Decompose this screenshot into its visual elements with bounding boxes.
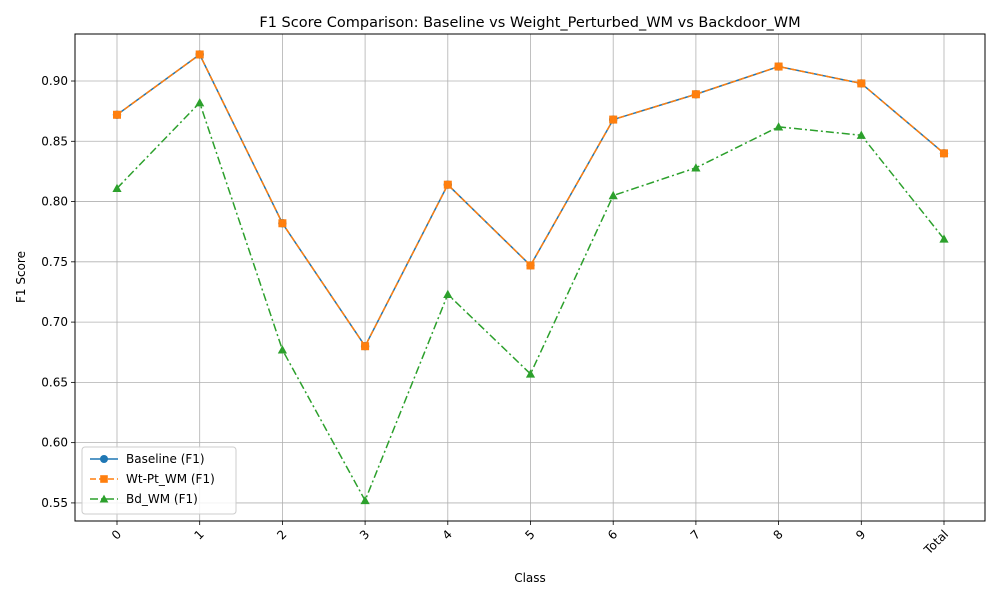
legend: Baseline (F1) Wt-Pt_WM (F1) Bd_WM (F1) bbox=[81, 446, 237, 515]
data-point-square bbox=[857, 79, 866, 88]
data-point-triangle bbox=[856, 130, 866, 139]
series-group bbox=[112, 98, 949, 505]
legend-label: Wt-Pt_WM (F1) bbox=[126, 472, 215, 486]
chart-title: F1 Score Comparison: Baseline vs Weight_… bbox=[259, 15, 800, 31]
data-point-square bbox=[361, 342, 370, 351]
x-tick-label: 6 bbox=[605, 527, 620, 542]
x-tick-label: 7 bbox=[688, 527, 703, 542]
x-tick-label: 3 bbox=[357, 527, 372, 542]
data-point-square bbox=[940, 149, 948, 158]
data-point-triangle bbox=[99, 494, 109, 503]
data-point-triangle bbox=[195, 98, 205, 107]
data-point-triangle bbox=[277, 345, 287, 354]
data-point-circle bbox=[100, 455, 108, 463]
x-tick-label: 0 bbox=[109, 527, 124, 542]
y-axis-ticks: 0.55 0.60 0.65 0.70 0.75 0.80 0.85 0.90 bbox=[41, 74, 75, 510]
series-line bbox=[116, 53, 945, 348]
data-point-square bbox=[526, 261, 535, 270]
data-point-triangle bbox=[608, 190, 618, 200]
data-point-triangle bbox=[939, 234, 949, 243]
y-tick-label: 0.60 bbox=[41, 436, 68, 450]
y-tick-label: 0.55 bbox=[41, 496, 68, 510]
data-point-square bbox=[278, 219, 287, 228]
x-tick-label: 9 bbox=[853, 527, 868, 542]
data-point-square bbox=[100, 475, 108, 483]
data-point-triangle bbox=[443, 289, 453, 299]
x-tick-label: Total bbox=[921, 527, 951, 557]
series-line bbox=[116, 101, 945, 503]
series bbox=[112, 50, 949, 505]
legend-label: Baseline (F1) bbox=[126, 452, 205, 466]
data-point-triangle bbox=[774, 122, 784, 131]
x-tick-label: 8 bbox=[770, 527, 785, 542]
plot-area-frame bbox=[74, 33, 986, 522]
y-tick-label: 0.65 bbox=[41, 375, 68, 389]
x-tick-label: 2 bbox=[274, 527, 289, 542]
y-axis-label: F1 Score bbox=[14, 251, 28, 303]
x-tick-label: 4 bbox=[440, 527, 455, 542]
legend-box bbox=[81, 446, 237, 515]
data-point-square bbox=[113, 110, 121, 119]
data-point-triangle bbox=[112, 183, 122, 192]
y-tick-label: 0.90 bbox=[41, 74, 68, 88]
data-point-square bbox=[774, 62, 783, 71]
y-tick-label: 0.75 bbox=[41, 255, 68, 269]
y-tick-label: 0.70 bbox=[41, 315, 68, 329]
x-tick-label: 5 bbox=[522, 527, 537, 542]
data-point-triangle bbox=[525, 369, 536, 378]
y-tick-label: 0.80 bbox=[41, 195, 68, 209]
data-point-triangle bbox=[691, 163, 701, 172]
data-point-square bbox=[195, 50, 204, 59]
x-axis-label: Class bbox=[514, 571, 546, 585]
data-point-triangle bbox=[360, 495, 370, 505]
x-axis-ticks: 0 1 2 3 4 5 6 7 8 9 Total bbox=[109, 521, 951, 558]
data-point-square bbox=[691, 90, 700, 99]
y-tick-label: 0.85 bbox=[41, 134, 68, 148]
data-point-square bbox=[443, 180, 452, 189]
data-point-square bbox=[609, 115, 618, 124]
x-tick-label: 1 bbox=[192, 527, 207, 542]
legend-label: Bd_WM (F1) bbox=[126, 492, 198, 506]
series-group bbox=[113, 50, 948, 351]
